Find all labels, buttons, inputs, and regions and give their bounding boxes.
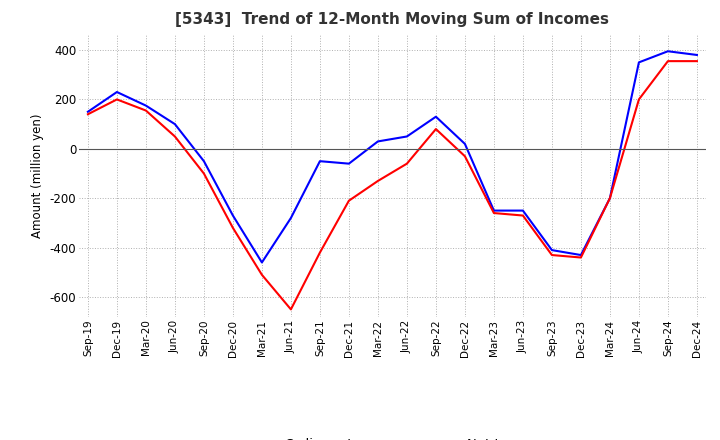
Net Income [577,255,585,260]
Net Income [171,134,179,139]
Net Income [693,59,701,64]
Ordinary Income [258,260,266,265]
Net Income [199,171,208,176]
Net Income [431,126,440,132]
Ordinary Income [112,89,121,95]
Net Income [402,161,411,166]
Line: Ordinary Income: Ordinary Income [88,51,697,262]
Title: [5343]  Trend of 12-Month Moving Sum of Incomes: [5343] Trend of 12-Month Moving Sum of I… [176,12,609,27]
Ordinary Income [84,109,92,114]
Ordinary Income [548,247,557,253]
Ordinary Income [518,208,527,213]
Ordinary Income [345,161,354,166]
Net Income [112,97,121,102]
Net Income [490,210,498,216]
Ordinary Income [374,139,382,144]
Net Income [606,196,614,201]
Net Income [634,97,643,102]
Ordinary Income [228,213,237,218]
Ordinary Income [461,141,469,147]
Ordinary Income [664,48,672,54]
Net Income [461,154,469,159]
Ordinary Income [577,253,585,258]
Ordinary Income [142,103,150,108]
Net Income [664,59,672,64]
Net Income [287,307,295,312]
Ordinary Income [431,114,440,119]
Net Income [258,272,266,278]
Ordinary Income [171,121,179,127]
Ordinary Income [287,215,295,220]
Net Income [518,213,527,218]
Net Income [374,178,382,183]
Y-axis label: Amount (million yen): Amount (million yen) [31,114,44,238]
Ordinary Income [634,60,643,65]
Ordinary Income [199,158,208,164]
Ordinary Income [693,52,701,58]
Net Income [228,225,237,231]
Net Income [345,198,354,203]
Net Income [142,108,150,113]
Ordinary Income [315,158,324,164]
Ordinary Income [606,196,614,201]
Ordinary Income [402,134,411,139]
Net Income [548,253,557,258]
Line: Net Income: Net Income [88,61,697,309]
Ordinary Income [490,208,498,213]
Net Income [84,112,92,117]
Net Income [315,250,324,255]
Legend: Ordinary Income, Net Income: Ordinary Income, Net Income [237,433,548,440]
